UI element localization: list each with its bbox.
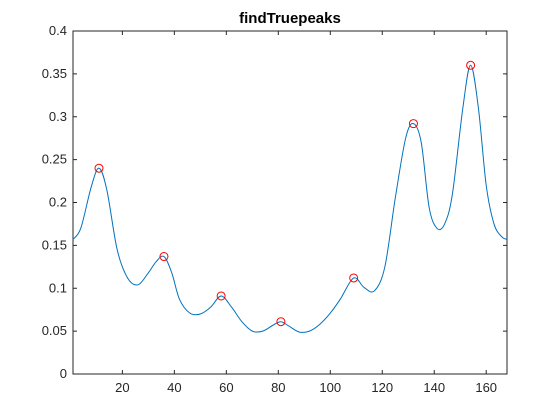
peak-marker bbox=[94, 163, 104, 173]
peak-marker bbox=[216, 291, 226, 301]
x-tick-label: 40 bbox=[167, 380, 181, 395]
peak-marker bbox=[349, 273, 359, 283]
series-layer bbox=[72, 64, 508, 333]
peak-marker bbox=[466, 60, 476, 70]
chart-title: findTruepeaks bbox=[239, 10, 341, 27]
x-tick-label: 20 bbox=[115, 380, 129, 395]
y-tick-label: 0 bbox=[60, 366, 67, 381]
x-axis: 20 40 60 80 100 120 140 160 bbox=[115, 31, 497, 395]
y-tick-label: 0.35 bbox=[42, 66, 67, 81]
x-tick-label: 120 bbox=[371, 380, 393, 395]
y-tick-label: 0.2 bbox=[49, 195, 67, 210]
series-line bbox=[72, 64, 508, 333]
y-tick-label: 0.1 bbox=[49, 280, 67, 295]
y-tick-label: 0.05 bbox=[42, 323, 67, 338]
x-tick-label: 160 bbox=[475, 380, 497, 395]
y-tick-label: 0.25 bbox=[42, 152, 67, 167]
y-tick-label: 0.3 bbox=[49, 109, 67, 124]
peak-marker bbox=[159, 252, 169, 262]
y-axis: 0 0.05 0.1 0.15 0.2 0.25 0.3 0.35 0.4 bbox=[42, 23, 507, 381]
x-tick-label: 140 bbox=[423, 380, 445, 395]
x-tick-label: 100 bbox=[319, 380, 341, 395]
peak-marker bbox=[276, 317, 286, 327]
peak-marker bbox=[408, 119, 418, 129]
x-tick-label: 80 bbox=[271, 380, 285, 395]
x-tick-label: 60 bbox=[219, 380, 233, 395]
axes-frame bbox=[72, 30, 508, 375]
y-tick-label: 0.4 bbox=[49, 23, 67, 38]
y-tick-label: 0.15 bbox=[42, 237, 67, 252]
peak-markers bbox=[94, 60, 476, 327]
